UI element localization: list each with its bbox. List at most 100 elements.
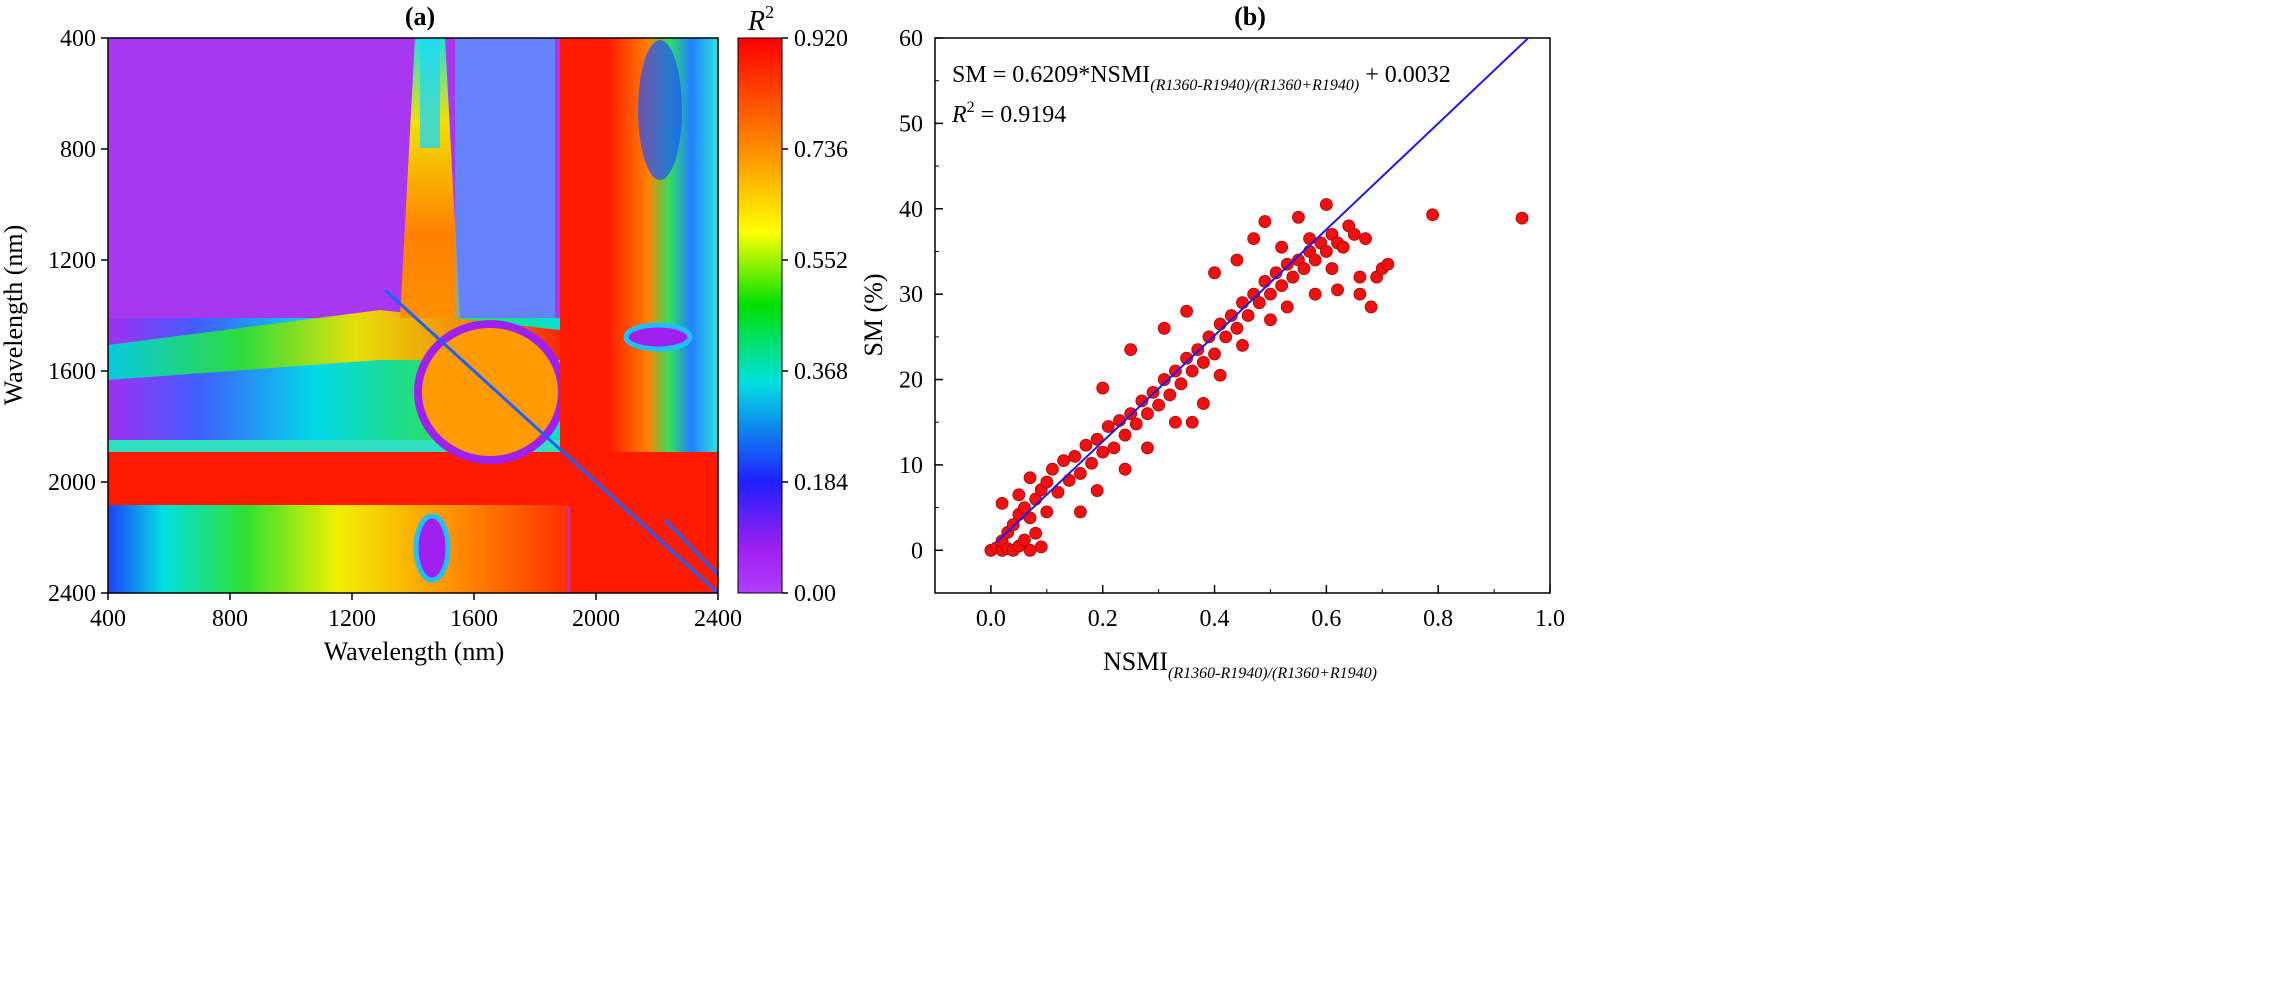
heatmap-y-axis: 400 800 1200 1600 2000 2400 [48, 26, 108, 607]
scatter-point [1118, 462, 1132, 476]
scatter-point [1208, 266, 1221, 280]
heatmap-frame [107, 37, 719, 594]
colorbar-tick-label: 0.920 [794, 26, 848, 52]
scatter-point [1219, 330, 1233, 344]
scatter-point [1141, 441, 1154, 455]
scatter-point [1169, 415, 1182, 429]
scatter-y-axis-label: SM (%) [859, 273, 888, 356]
scatter-point [1196, 356, 1210, 369]
scatter-point [1152, 398, 1166, 412]
scatter-point [1118, 428, 1132, 442]
scatter-point [1068, 449, 1082, 463]
heatmap-y-tick-label: 2000 [48, 470, 96, 496]
colorbar-tick-label: 0.552 [794, 248, 848, 274]
scatter-point [1107, 441, 1121, 455]
scatter-point [1515, 211, 1529, 225]
heatmap-panel: (a) [0, 2, 848, 666]
scatter-point [1012, 488, 1026, 502]
heatmap-y-axis-label: Wavelength (nm) [0, 225, 28, 406]
regression-equation: SM = 0.6209*NSMI(R1360-R1940)/(R1360+R19… [952, 62, 1451, 94]
panel-a-label: (a) [405, 2, 435, 31]
scatter-point [1196, 397, 1210, 410]
heatmap-x-tick-label: 2000 [572, 606, 620, 632]
scatter-x-tick-label: 0.4 [1200, 606, 1230, 632]
scatter-point [1303, 232, 1316, 246]
heatmap-band-x1450-top [420, 38, 440, 148]
scatter-x-axis-label: NSMI(R1360-R1940)/(R1360+R1940) [1103, 647, 1377, 682]
heatmap-x-axis: 400 800 1200 1600 2000 2400 [90, 593, 742, 632]
scatter-point [1264, 313, 1277, 327]
scatter-point [1163, 388, 1177, 402]
scatter-x-tick-label: 1.0 [1535, 606, 1565, 632]
heatmap-loop [414, 320, 566, 464]
scatter-point [1241, 309, 1255, 322]
scatter-point [1191, 343, 1205, 357]
scatter-point [1353, 270, 1367, 284]
colorbar [737, 37, 783, 594]
scatter-point [1157, 321, 1171, 335]
scatter-point [1308, 287, 1322, 301]
heatmap-band-x1450 [400, 38, 460, 318]
heatmap-band-x1700 [455, 38, 555, 318]
scatter-y-tick-label: 20 [899, 368, 923, 394]
scatter-point [1252, 296, 1266, 310]
scatter-x-tick-label: 0.8 [1423, 606, 1453, 632]
colorbar-tick-label: 0.184 [794, 470, 848, 496]
heatmap-blob-1470 [413, 513, 451, 583]
regression-line [995, 37, 1529, 543]
colorbar-tick-label: 0.00 [794, 581, 836, 607]
heatmap-x-tick-label: 1200 [328, 606, 376, 632]
scatter-point [1275, 240, 1289, 254]
scatter-point [1258, 215, 1272, 228]
scatter-point [1319, 245, 1333, 258]
scatter-panel: (b) 0.0 0.2 0.4 0.6 0.8 1.0 0 10 20 30 40 50 60 SM =… [859, 2, 1565, 682]
scatter-point [1029, 526, 1043, 540]
heatmap-band-bottom [108, 505, 568, 593]
scatter-point [1236, 338, 1249, 352]
colorbar-tick-label: 0.368 [794, 359, 848, 385]
scatter-point [1213, 368, 1227, 382]
scatter-point [1230, 253, 1244, 267]
scatter-point [1359, 232, 1372, 246]
heatmap-x-tick-label: 2400 [694, 606, 742, 632]
scatter-point [1224, 309, 1238, 322]
colorbar-ticks: 0.920 0.736 0.552 0.368 0.184 0.00 [782, 26, 848, 607]
heatmap-band-1450 [108, 310, 560, 380]
scatter-point [1018, 533, 1031, 547]
scatter-point [1202, 330, 1216, 344]
scatter-point [1325, 262, 1339, 275]
scatter-y-tick-label: 0 [911, 538, 923, 564]
scatter-point [1308, 253, 1322, 267]
panel-b-label: (b) [1234, 2, 1266, 31]
scatter-point [1213, 317, 1227, 331]
scatter-y-tick-label: 60 [899, 26, 923, 52]
scatter-point [1135, 394, 1149, 408]
scatter-point [1280, 300, 1294, 314]
heatmap-blob-2250 [623, 322, 693, 352]
scatter-point [1169, 364, 1182, 378]
scatter-point [1023, 471, 1037, 485]
scatter-point [1258, 274, 1272, 288]
scatter-point [1040, 505, 1054, 519]
scatter-axes: 0.0 0.2 0.4 0.6 0.8 1.0 0 10 20 30 40 50 60 [899, 26, 1565, 632]
scatter-point [1247, 232, 1261, 246]
scatter-point [1353, 287, 1367, 301]
scatter-point [1040, 475, 1054, 489]
heatmap-y-tick-label: 1200 [48, 248, 96, 274]
scatter-point [1319, 198, 1333, 211]
scatter-point [1096, 381, 1110, 395]
heatmap-y-tick-label: 1600 [48, 359, 96, 385]
heatmap-column-2000 [560, 38, 610, 453]
scatter-point [1347, 227, 1361, 241]
heatmap-y-tick-label: 400 [60, 26, 96, 52]
scatter-point [1297, 262, 1311, 275]
scatter-point [1331, 283, 1344, 297]
scatter-point [1336, 240, 1350, 254]
scatter-point [1023, 511, 1037, 525]
scatter-point [1264, 287, 1277, 301]
scatter-point [995, 496, 1009, 510]
heatmap-x-axis-label: Wavelength (nm) [324, 637, 505, 666]
scatter-point [1079, 438, 1093, 452]
scatter-point [1046, 462, 1059, 476]
